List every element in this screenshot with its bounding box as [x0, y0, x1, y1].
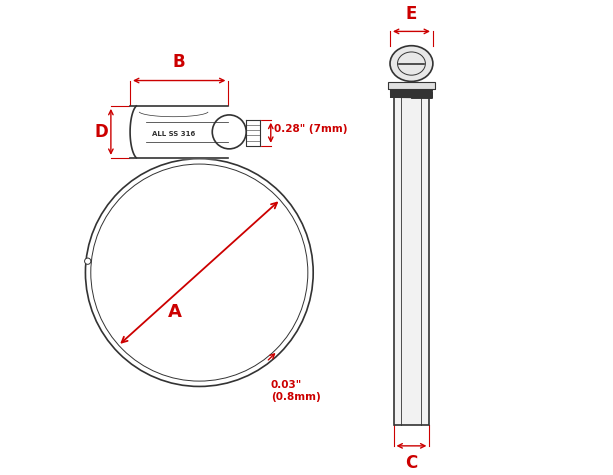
Ellipse shape	[390, 46, 433, 81]
Bar	[394, 89, 429, 425]
Circle shape	[85, 258, 91, 264]
Text: A: A	[168, 304, 182, 322]
Bar	[388, 82, 435, 89]
Text: C: C	[405, 454, 417, 472]
Text: B: B	[173, 53, 186, 71]
Text: 0.03"
(0.8mm): 0.03" (0.8mm)	[271, 380, 321, 402]
Circle shape	[212, 115, 246, 149]
Polygon shape	[246, 120, 260, 146]
Text: D: D	[94, 123, 108, 141]
Polygon shape	[130, 106, 229, 158]
Text: E: E	[406, 5, 417, 23]
Circle shape	[92, 165, 306, 380]
Polygon shape	[130, 106, 136, 158]
Text: 0.28" (7mm): 0.28" (7mm)	[275, 124, 348, 134]
Text: ALL SS 316: ALL SS 316	[152, 131, 196, 137]
